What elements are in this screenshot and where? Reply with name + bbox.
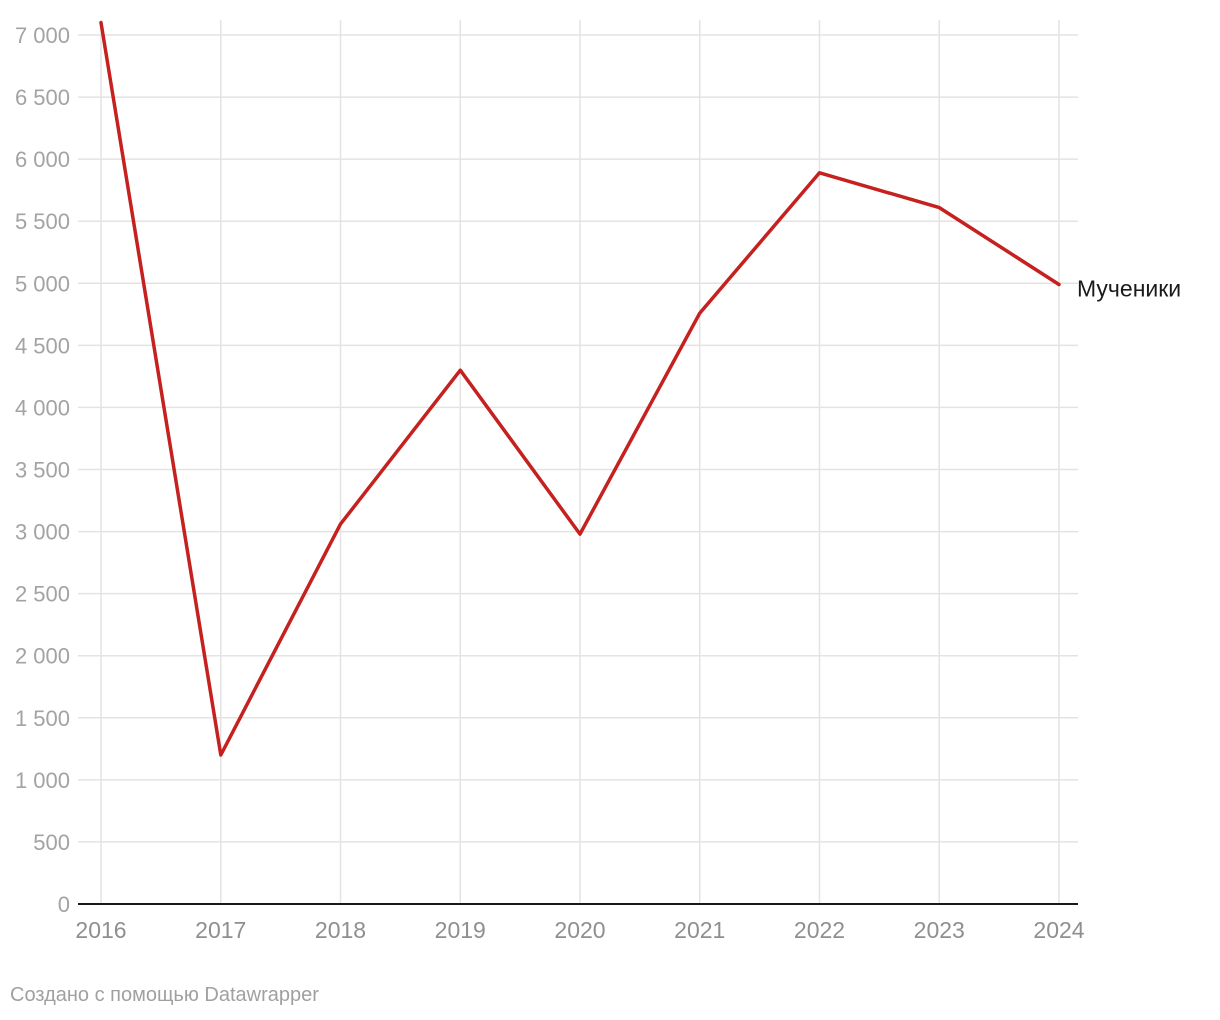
y-tick-label: 2 500 — [15, 582, 70, 607]
y-tick-label: 7 000 — [15, 23, 70, 48]
y-axis: 0 500 1 000 1 500 2 000 2 500 3 000 3 500 4 000 4… — [15, 23, 70, 917]
y-tick-label: 500 — [33, 830, 70, 855]
series-label: Мученики — [1077, 276, 1181, 302]
series-group: Мученики — [99, 20, 1181, 757]
x-tick-label: 2016 — [75, 917, 126, 943]
y-tick-label: 6 000 — [15, 147, 70, 172]
y-tick-label: 5 500 — [15, 209, 70, 234]
x-tick-label: 2023 — [914, 917, 965, 943]
series-line — [99, 20, 1061, 757]
y-tick-label: 6 500 — [15, 85, 70, 110]
x-tick-label: 2022 — [794, 917, 845, 943]
x-tick-label: 2021 — [674, 917, 725, 943]
x-tick-label: 2024 — [1033, 917, 1084, 943]
x-axis: 2016 2017 2018 2019 2020 2021 2022 2023 2024 — [75, 903, 1085, 943]
y-tick-label: 0 — [58, 892, 70, 917]
y-tick-label: 4 500 — [15, 333, 70, 358]
y-tick-label: 1 000 — [15, 768, 70, 793]
y-tick-label: 2 000 — [15, 644, 70, 669]
x-tick-label: 2020 — [554, 917, 605, 943]
x-tick-label: 2019 — [435, 917, 486, 943]
x-tick-label: 2018 — [315, 917, 366, 943]
credit-text: Создано с помощью Datawrapper — [10, 984, 319, 1006]
y-tick-label: 4 000 — [15, 395, 70, 420]
y-tick-label: 1 500 — [15, 706, 70, 731]
line-chart: 0 500 1 000 1 500 2 000 2 500 3 000 3 500 4 000 4… — [15, 20, 1181, 943]
gridlines — [78, 20, 1078, 904]
x-tick-label: 2017 — [195, 917, 246, 943]
y-tick-label: 3 500 — [15, 458, 70, 483]
y-tick-label: 5 000 — [15, 271, 70, 296]
y-tick-label: 3 000 — [15, 520, 70, 545]
